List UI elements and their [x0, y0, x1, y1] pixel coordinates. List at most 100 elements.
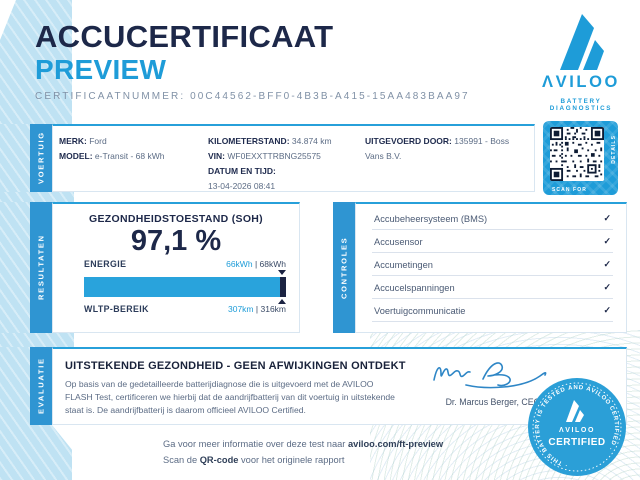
energy-current: 66kWh	[226, 259, 253, 269]
certificate-number: CERTIFICAATNUMMER: 00C44562-BFF0-4B3B-A4…	[35, 91, 470, 102]
evaluation-tab-label: EVALUATIE	[30, 347, 52, 425]
energy-bar	[84, 270, 286, 304]
badge-brand: ΛVILOO	[559, 427, 595, 434]
field-uitgevoerd-value: 135991 - Boss Vans B.V.	[365, 136, 510, 161]
energy-values: 66kWh | 68kWh	[226, 259, 286, 269]
signature-icon	[433, 362, 547, 389]
energy-row: ENERGIE 66kWh | 68kWh	[84, 259, 286, 269]
checks-list: Accubeheersysteem (BMS) ✓ Accusensor ✓ Acc…	[356, 204, 626, 322]
qr-caption-bottom: SCAN FOR	[552, 187, 587, 193]
check-item-celspanningen: Accucelspanningen ✓	[372, 276, 613, 299]
vehicle-box: MERK: Ford MODEL: e-Transit - 68 kWh KIL…	[52, 124, 535, 192]
vehicle-col-2: KILOMETERSTAND: 34.874 km VIN: WF0EXXTTR…	[208, 134, 365, 194]
field-kilometerstand-label: KILOMETERSTAND:	[208, 136, 290, 146]
checks-box: Accubeheersysteem (BMS) ✓ Accusensor ✓ Acc…	[355, 202, 627, 333]
check-item-metingen: Accumetingen ✓	[372, 253, 613, 276]
bar-marker-bottom-icon	[278, 299, 286, 304]
vehicle-tab-label: VOERTUIG	[30, 124, 52, 192]
footer-line2-prefix: Scan de	[163, 454, 200, 465]
bg-lightblue-top-band	[0, 0, 72, 124]
energy-bar-fill	[84, 277, 281, 297]
field-merk-label: MERK:	[59, 136, 87, 146]
footer-line-1: Ga voor meer informatie over deze test n…	[163, 437, 443, 453]
results-box: GEZONDHEIDSTOESTAND (SOH) 97,1 % ENERGIE…	[52, 202, 300, 333]
field-kilometerstand: KILOMETERSTAND: 34.874 km	[208, 134, 365, 149]
results-tab-label: RESULTATEN	[30, 202, 52, 333]
vehicle-col-3: UITGEVOERD DOOR: 135991 - Boss Vans B.V.	[365, 134, 530, 194]
bg-lightblue-gap-1	[0, 192, 74, 202]
field-model-label: MODEL:	[59, 151, 93, 161]
signatory-name: Dr. Marcus Berger, CEO	[445, 397, 541, 407]
soh-value: 97,1 %	[130, 225, 222, 257]
check-item-label: Accusensor	[374, 236, 423, 247]
signature-block: Dr. Marcus Berger, CEO	[413, 355, 573, 407]
field-uitgevoerd-label: UITGEVOERD DOOR:	[365, 136, 452, 146]
page-title: ACCUCERTIFICAAT	[35, 19, 334, 54]
footer-note: Ga voor meer informatie over deze test n…	[163, 437, 443, 468]
check-item-bms: Accubeheersysteem (BMS) ✓	[372, 207, 613, 230]
checkmark-icon: ✓	[603, 305, 611, 315]
range-values: 307km | 316km	[228, 304, 286, 314]
section-results: RESULTATEN GEZONDHEIDSTOESTAND (SOH) 97,…	[30, 202, 300, 333]
field-model: MODEL: e-Transit - 68 kWh	[59, 149, 208, 164]
footer-url: aviloo.com/ft-preview	[348, 439, 444, 449]
aviloo-certified-badge: · THIS BATTERY IS TESTED AND AVILOO CERT…	[528, 378, 626, 476]
check-item-label: Accumetingen	[374, 259, 433, 270]
field-merk: MERK: Ford	[59, 134, 208, 149]
footer-line1-text: Ga voor meer informatie over deze test n…	[163, 439, 348, 449]
badge-label: CERTIFIED	[548, 437, 605, 448]
aviloo-wordmark: ΛVILOO	[542, 73, 620, 91]
page-subtitle: PREVIEW	[35, 54, 167, 85]
qr-code	[550, 127, 604, 181]
range-separator: |	[255, 304, 259, 314]
badge-logo-icon	[566, 400, 579, 422]
bar-marker-top-icon	[278, 270, 286, 275]
qr-caption-side: DETAILS	[611, 135, 617, 164]
energy-label: ENERGIE	[84, 259, 127, 269]
bg-lightblue-gap-2	[0, 333, 74, 347]
checkmark-icon: ✓	[603, 259, 611, 269]
footer-line2-suffix: voor het originele rapport	[238, 454, 345, 465]
field-datum-label-row: DATUM EN TIJD:	[208, 164, 365, 179]
field-vin-value: WF0EXXTTRBNG25575	[227, 151, 321, 161]
checkmark-icon: ✓	[603, 213, 611, 223]
bg-lightblue-left-band	[0, 124, 30, 480]
qr-code-tile: SCAN FOR DETAILS	[543, 121, 618, 195]
evaluation-body: Op basis van de gedetailleerde batterijd…	[65, 379, 395, 415]
field-vin: VIN: WF0EXXTTRBNG25575	[208, 149, 365, 164]
field-datum-value-row: 13-04-2026 08:41	[208, 179, 365, 194]
energy-total: 68kWh	[259, 259, 286, 269]
check-item-sensor: Accusensor ✓	[372, 230, 613, 253]
check-item-label: Accubeheersysteem (BMS)	[374, 213, 488, 224]
checks-tab-label: CONTROLES	[333, 202, 355, 333]
range-row: WLTP-BEREIK 307km | 316km	[84, 304, 286, 314]
section-vehicle: VOERTUIG MERK: Ford MODEL: e-Transit - 6…	[30, 124, 535, 192]
field-uitgevoerd: UITGEVOERD DOOR: 135991 - Boss Vans B.V.	[365, 134, 530, 164]
aviloo-logo: ΛVILOO BATTERY DIAGNOSTICS	[535, 12, 627, 112]
footer-line-2: Scan de QR-code voor het originele rappo…	[163, 453, 443, 469]
range-total: 316km	[260, 304, 286, 314]
energy-separator: |	[254, 259, 258, 269]
bg-lightblue-bottom-band	[0, 425, 72, 480]
field-model-value: e-Transit - 68 kWh	[94, 151, 165, 161]
aviloo-logo-icon	[560, 14, 604, 70]
evaluation-title: UITSTEKENDE GEZONDHEID - GEEN AFWIJKINGE…	[65, 360, 406, 372]
checkmark-icon: ✓	[603, 282, 611, 292]
range-label: WLTP-BEREIK	[84, 304, 149, 314]
footer-qr-word: QR-code	[199, 454, 239, 465]
aviloo-tagline: BATTERY DIAGNOSTICS	[549, 98, 613, 112]
badge-logo-icon-2	[575, 410, 584, 422]
section-checks: CONTROLES Accubeheersysteem (BMS) ✓ Accus…	[333, 202, 627, 333]
check-item-label: Voertuigcommunicatie	[374, 305, 466, 316]
vehicle-col-1: MERK: Ford MODEL: e-Transit - 68 kWh	[59, 134, 208, 194]
field-kilometerstand-value: 34.874 km	[291, 136, 332, 146]
range-current: 307km	[228, 304, 254, 314]
field-datum-label: DATUM EN TIJD:	[208, 166, 276, 176]
check-item-label: Accucelspanningen	[374, 282, 455, 293]
soh-title: GEZONDHEIDSTOESTAND (SOH)	[89, 213, 263, 225]
field-merk-value: Ford	[89, 136, 107, 146]
checkmark-icon: ✓	[603, 236, 611, 246]
check-item-communicatie: Voertuigcommunicatie ✓	[372, 299, 613, 322]
field-vin-label: VIN:	[208, 151, 225, 161]
